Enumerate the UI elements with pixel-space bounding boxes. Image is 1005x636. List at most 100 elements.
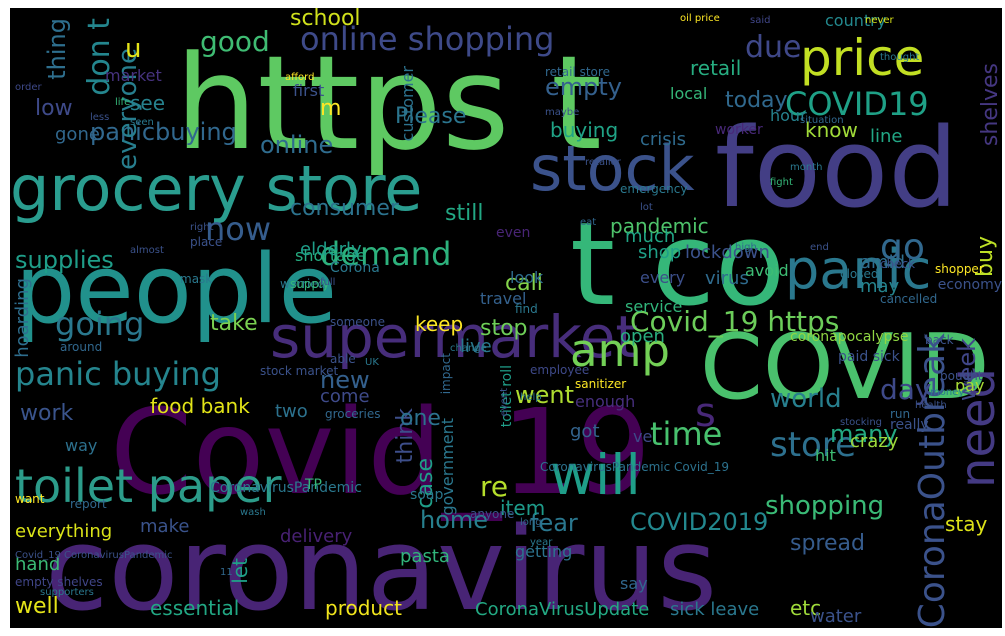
cloud-word: COVID2019 bbox=[630, 508, 769, 536]
cloud-word: home bbox=[420, 506, 489, 534]
cloud-word: place bbox=[190, 235, 223, 249]
cloud-word: delivery bbox=[280, 526, 353, 547]
word-cloud: Covid_19 coronavirus https t food t co people… bbox=[10, 8, 1002, 628]
cloud-word: went bbox=[515, 381, 575, 409]
cloud-word: lockdown bbox=[685, 242, 770, 263]
cloud-word: avoid bbox=[745, 261, 789, 280]
cloud-word: market bbox=[105, 66, 162, 85]
cloud-word: re bbox=[480, 470, 509, 503]
cloud-word: change bbox=[450, 343, 487, 354]
cloud-word: Please bbox=[395, 104, 467, 129]
cloud-word: amid bbox=[860, 252, 905, 273]
cloud-word: empty shelves bbox=[15, 575, 103, 589]
cloud-word: CoronaVirusUpdate bbox=[475, 599, 650, 620]
cloud-word: say bbox=[620, 574, 648, 593]
cloud-word: help bbox=[520, 392, 542, 403]
cloud-word: run bbox=[890, 407, 911, 421]
cloud-word: many bbox=[830, 420, 898, 448]
cloud-word: t co bbox=[570, 198, 786, 332]
cloud-word: worried bbox=[280, 277, 326, 291]
cloud-word: Covid_19 https bbox=[630, 305, 840, 338]
cloud-word: eat bbox=[580, 217, 597, 228]
cloud-word: employee bbox=[530, 363, 590, 377]
cloud-word: almost bbox=[130, 245, 164, 256]
cloud-word: food bank bbox=[150, 394, 250, 418]
cloud-word: 11 bbox=[220, 567, 233, 578]
cloud-word: live bbox=[460, 336, 492, 357]
cloud-word: crisis bbox=[640, 129, 687, 150]
cloud-word: two bbox=[275, 401, 308, 422]
cloud-word: stay bbox=[945, 512, 988, 536]
cloud-word: today bbox=[725, 88, 788, 113]
cloud-word: now bbox=[205, 210, 272, 248]
cloud-word: let bbox=[228, 558, 252, 584]
cloud-word: gone bbox=[55, 124, 100, 145]
cloud-word: come bbox=[320, 386, 370, 407]
cloud-word: stock bbox=[530, 132, 695, 205]
cloud-word: stocking bbox=[840, 417, 883, 428]
cloud-word: COVID19 bbox=[785, 85, 929, 123]
cloud-word: hoarding bbox=[12, 278, 33, 358]
cloud-word: shopping bbox=[765, 491, 885, 521]
cloud-word: due bbox=[745, 30, 802, 65]
cloud-word: one bbox=[400, 406, 441, 431]
cloud-word: around bbox=[60, 340, 103, 354]
cloud-word: online bbox=[260, 131, 334, 159]
cloud-word: cancelled bbox=[880, 292, 938, 306]
cloud-word: year bbox=[530, 537, 553, 548]
cloud-word: anyone bbox=[470, 507, 515, 521]
cloud-word: emergency bbox=[620, 182, 688, 196]
cloud-word: order bbox=[15, 82, 42, 93]
cloud-word: food bbox=[715, 104, 959, 232]
cloud-word: panic buying bbox=[15, 355, 221, 393]
cloud-word: back bbox=[925, 333, 954, 347]
cloud-word: said bbox=[750, 15, 771, 26]
cloud-word: u bbox=[125, 34, 142, 64]
cloud-word: essential bbox=[150, 596, 240, 620]
cloud-word: spread bbox=[790, 531, 865, 556]
cloud-word: panic bbox=[785, 238, 932, 301]
cloud-word: supplies bbox=[15, 246, 114, 274]
cloud-word: paid sick bbox=[838, 349, 900, 365]
cloud-word: even bbox=[496, 225, 531, 241]
cloud-word: pasta bbox=[400, 546, 450, 567]
cloud-word: never bbox=[865, 15, 894, 26]
cloud-word: worker bbox=[715, 122, 763, 138]
cloud-word: really bbox=[890, 417, 929, 433]
cloud-word: well bbox=[15, 594, 59, 619]
cloud-word: good bbox=[200, 25, 270, 58]
cloud-word: retail bbox=[690, 56, 742, 80]
cloud-word: country bbox=[825, 11, 887, 30]
cloud-word: every bbox=[640, 268, 686, 287]
cloud-word: shop bbox=[638, 242, 682, 263]
cloud-word: enough bbox=[575, 392, 636, 411]
cloud-word: s bbox=[695, 390, 716, 436]
cloud-word: coronapocalypse bbox=[790, 329, 909, 345]
cloud-word: virus bbox=[705, 268, 749, 289]
cloud-word: hand bbox=[15, 554, 61, 575]
cloud-word: wash bbox=[240, 507, 266, 518]
cloud-word: item bbox=[500, 496, 546, 520]
cloud-word: closed bbox=[840, 267, 879, 281]
cloud-word: work bbox=[20, 401, 74, 426]
cloud-word: buying bbox=[550, 118, 619, 142]
cloud-word: may bbox=[860, 276, 900, 297]
cloud-word: seen bbox=[130, 117, 154, 128]
cloud-word: amp bbox=[570, 324, 670, 377]
cloud-word: shortage bbox=[295, 246, 366, 265]
cloud-word: know bbox=[805, 118, 858, 142]
cloud-word: coronavirus bbox=[45, 503, 718, 628]
cloud-word: fight bbox=[770, 177, 793, 188]
cloud-word: supply bbox=[290, 277, 330, 291]
cloud-word: local bbox=[670, 84, 708, 103]
cloud-word: long bbox=[520, 517, 542, 528]
cloud-word: first bbox=[293, 81, 325, 100]
cloud-word: Corona bbox=[330, 260, 380, 276]
cloud-word: empty bbox=[545, 73, 622, 101]
cloud-word: crazy bbox=[850, 431, 899, 452]
cloud-word: CoronavirusPandemic Covid_19 bbox=[540, 460, 730, 474]
cloud-word: stock market bbox=[260, 364, 339, 378]
cloud-word: pay bbox=[955, 376, 985, 395]
cloud-word: economy bbox=[937, 277, 1002, 293]
cloud-word: travel bbox=[480, 289, 527, 308]
